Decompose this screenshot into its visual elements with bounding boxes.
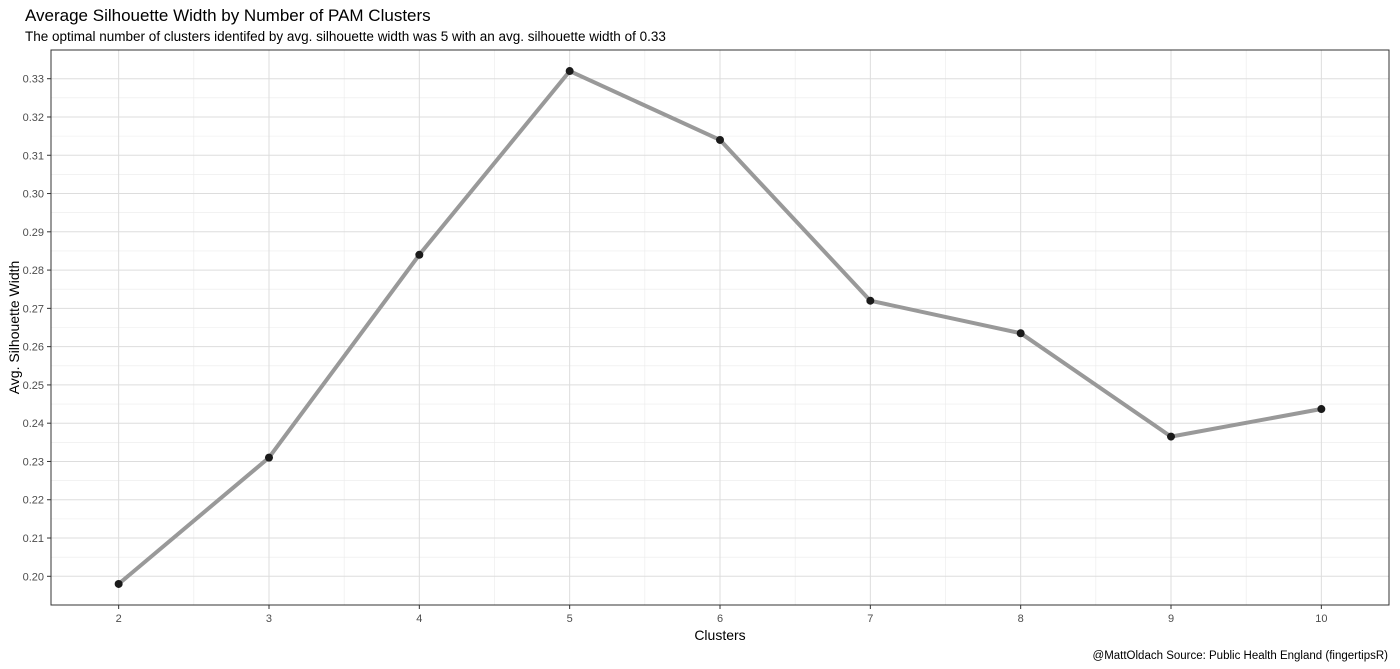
y-axis-label: Avg. Silhouette Width <box>6 261 22 395</box>
x-tick-label: 10 <box>1315 613 1327 625</box>
data-point <box>716 135 724 144</box>
data-point <box>1016 329 1025 338</box>
x-tick-label: 6 <box>717 613 723 625</box>
y-tick-label: 0.31 <box>23 150 44 162</box>
x-tick-label: 3 <box>266 613 272 625</box>
y-tick-label: 0.30 <box>23 189 44 201</box>
x-tick-label: 5 <box>567 613 573 625</box>
y-tick-label: 0.32 <box>23 112 44 124</box>
y-tick-label: 0.26 <box>23 342 44 354</box>
data-point <box>565 67 574 76</box>
data-point <box>114 579 123 588</box>
data-points <box>114 67 1326 588</box>
y-tick-label: 0.25 <box>23 380 44 392</box>
data-point <box>415 250 424 259</box>
x-tick-label: 8 <box>1018 613 1024 625</box>
y-tick-label: 0.23 <box>23 456 44 468</box>
major-gridlines <box>51 50 1389 605</box>
y-tick-label: 0.21 <box>23 533 44 545</box>
chart-subtitle: The optimal number of clusters identifed… <box>25 29 666 44</box>
x-tick-label: 4 <box>416 613 422 625</box>
x-tick-label: 9 <box>1168 613 1174 625</box>
x-axis-label: Clusters <box>694 627 745 643</box>
data-point <box>1167 432 1176 441</box>
y-tick-label: 0.29 <box>23 227 44 239</box>
chart-caption: @MattOldach Source: Public Health Englan… <box>1092 650 1388 662</box>
y-tick-label: 0.20 <box>23 571 44 583</box>
y-tick-label: 0.24 <box>23 418 44 430</box>
data-point <box>1317 405 1326 414</box>
y-tick-label: 0.27 <box>23 303 44 315</box>
y-tick-label: 0.33 <box>23 74 44 86</box>
chart-title: Average Silhouette Width by Number of PA… <box>25 6 431 25</box>
y-tick-label: 0.28 <box>23 265 44 277</box>
x-tick-label: 7 <box>867 613 873 625</box>
data-point <box>866 296 875 305</box>
data-point <box>264 453 273 462</box>
y-axis-ticks: 0.20 0.21 0.22 0.23 0.24 0.25 0.26 0.27 0.28 0.29… <box>23 74 51 583</box>
x-tick-label: 2 <box>116 613 122 625</box>
y-tick-label: 0.22 <box>23 495 44 507</box>
x-axis-ticks: 2 3 4 5 6 7 8 9 10 <box>116 605 1327 625</box>
